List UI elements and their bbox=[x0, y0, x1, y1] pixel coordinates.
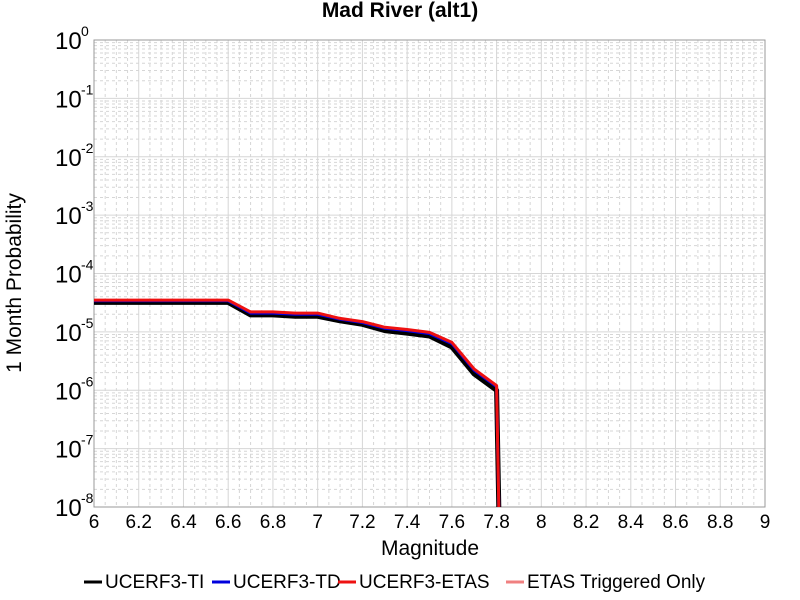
x-axis-label: Magnitude bbox=[381, 537, 479, 560]
x-tick-label: 7.2 bbox=[349, 512, 375, 533]
y-tick-label: 10 0 bbox=[55, 23, 89, 55]
series-line-0 bbox=[94, 299, 502, 508]
y-tick-exponent: -7 bbox=[81, 432, 94, 448]
y-tick-exponent: 0 bbox=[81, 23, 89, 39]
x-tick-label: 6.6 bbox=[215, 512, 241, 533]
series-line-2 bbox=[94, 298, 501, 508]
y-tick-label: 10 -6 bbox=[55, 373, 94, 405]
y-tick-base: 10 bbox=[55, 437, 82, 464]
y-tick-base: 10 bbox=[55, 378, 82, 405]
legend-entry: UCERF3-TD bbox=[233, 572, 341, 593]
y-tick-label: 10 -5 bbox=[55, 315, 94, 347]
y-tick-exponent: -4 bbox=[81, 257, 94, 273]
y-tick-base: 10 bbox=[55, 495, 82, 522]
y-tick-exponent: -2 bbox=[81, 140, 94, 156]
legend-entry: UCERF3-TI bbox=[105, 572, 204, 593]
y-tick-label: 10 -4 bbox=[55, 257, 94, 289]
legend-entry: ETAS Triggered Only bbox=[527, 572, 706, 593]
y-tick-base: 10 bbox=[55, 320, 82, 347]
y-tick-base: 10 bbox=[55, 86, 82, 113]
x-tick-label: 8.2 bbox=[573, 512, 599, 533]
x-tick-label: 7.4 bbox=[394, 512, 421, 533]
y-tick-label: 10 -8 bbox=[55, 490, 94, 522]
x-tick-label: 8 bbox=[536, 512, 547, 533]
y-tick-exponent: -5 bbox=[81, 315, 94, 331]
x-tick-label: 8.4 bbox=[618, 512, 645, 533]
y-tick-base: 10 bbox=[55, 145, 82, 172]
x-axis-ticks: 6 6.2 6.4 6.6 6.8 7 7.2 7.4 7.6 7.8 8 8.2 8.4 8.6 8.8 9 bbox=[89, 512, 771, 533]
y-tick-exponent: -8 bbox=[81, 490, 94, 506]
y-tick-label: 10 -1 bbox=[55, 81, 94, 113]
y-axis-label: 1 Month Probability bbox=[3, 193, 26, 373]
x-tick-label: 6 bbox=[89, 512, 100, 533]
legend: UCERF3-TI UCERF3-TD UCERF3-ETAS ETAS Trigge… bbox=[84, 572, 706, 593]
x-tick-label: 6.8 bbox=[260, 512, 286, 533]
plot-area bbox=[93, 39, 766, 508]
x-tick-label: 9 bbox=[760, 512, 771, 533]
y-tick-exponent: -1 bbox=[81, 81, 94, 97]
series-layer bbox=[94, 298, 502, 508]
grid bbox=[93, 40, 766, 508]
chart-title: Mad River (alt1) bbox=[322, 0, 478, 22]
y-tick-base: 10 bbox=[55, 28, 82, 55]
x-tick-label: 8.8 bbox=[707, 512, 733, 533]
y-tick-base: 10 bbox=[55, 203, 82, 230]
y-tick-label: 10 -2 bbox=[55, 140, 94, 172]
x-tick-label: 7.6 bbox=[439, 512, 465, 533]
x-tick-label: 6.2 bbox=[126, 512, 152, 533]
y-tick-label: 10 -3 bbox=[55, 198, 94, 230]
y-tick-base: 10 bbox=[55, 262, 82, 289]
x-tick-label: 7.8 bbox=[483, 512, 509, 533]
y-tick-exponent: -3 bbox=[81, 198, 94, 214]
y-tick-exponent: -6 bbox=[81, 373, 94, 389]
x-tick-label: 7 bbox=[312, 512, 323, 533]
legend-entry: UCERF3-ETAS bbox=[359, 572, 490, 593]
y-tick-label: 10 -7 bbox=[55, 432, 94, 464]
x-tick-label: 8.6 bbox=[662, 512, 688, 533]
x-tick-label: 6.4 bbox=[170, 512, 197, 533]
